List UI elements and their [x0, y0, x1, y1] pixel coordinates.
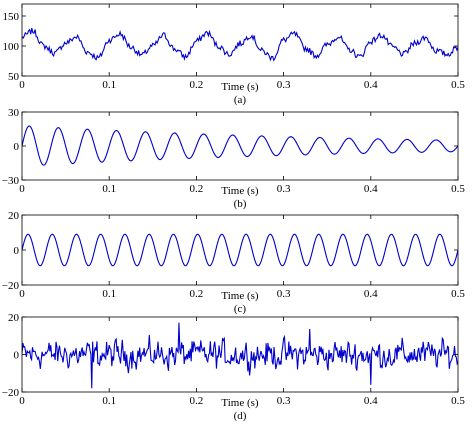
x-axis-label: Time (s) [221, 290, 259, 302]
series-line [22, 233, 458, 267]
x-tick-label: 0.4 [364, 288, 378, 300]
x-tick-label: 0.5 [451, 395, 465, 407]
series-line [22, 28, 458, 62]
panel-caption: (d) [234, 410, 247, 422]
x-tick-label: 0.5 [451, 183, 465, 195]
x-tick-label: 0 [19, 395, 25, 407]
y-tick-label: 30 [8, 107, 20, 119]
x-tick-label: 0.1 [102, 183, 116, 195]
y-tick-label: 150 [3, 11, 20, 23]
panel-caption: (a) [234, 94, 247, 106]
x-tick-label: 0.2 [190, 395, 204, 407]
x-tick-label: 0.3 [277, 183, 291, 195]
x-tick-label: 0.2 [190, 183, 204, 195]
x-tick-label: 0 [19, 288, 25, 300]
y-tick-label: −30 [2, 175, 20, 187]
x-tick-label: 0.2 [190, 79, 204, 91]
x-axis-label: Time (s) [221, 81, 259, 93]
plot-frame [21, 3, 459, 77]
y-tick-label: 0 [14, 245, 20, 257]
chart-panel-a: 0 0.1 0.2 0.3 0.4 0.5 50 100 150 Time (s)(a) [3, 3, 465, 106]
x-tick-label: 0.4 [364, 79, 378, 91]
x-tick-label: 0.4 [364, 183, 378, 195]
x-tick-label: 0.1 [102, 79, 116, 91]
series-line [22, 322, 458, 389]
series-line [22, 125, 458, 166]
y-tick-label: 20 [8, 312, 20, 324]
y-tick-label: 0 [14, 350, 20, 362]
x-tick-label: 0 [19, 183, 25, 195]
panel-caption: (c) [234, 303, 247, 315]
x-tick-label: 0.3 [277, 79, 291, 91]
y-tick-label: −20 [2, 387, 20, 399]
x-tick-label: 0.3 [277, 288, 291, 300]
x-axis-label: Time (s) [221, 397, 259, 409]
x-tick-label: 0.2 [190, 288, 204, 300]
x-tick-label: 0.1 [102, 395, 116, 407]
y-tick-label: 50 [8, 71, 20, 83]
x-tick-label: 0.3 [277, 395, 291, 407]
y-tick-label: −20 [2, 280, 20, 292]
x-tick-label: 0.5 [451, 79, 465, 91]
x-tick-label: 0.5 [451, 288, 465, 300]
y-tick-label: 100 [3, 41, 20, 53]
x-axis-label: Time (s) [221, 185, 259, 197]
y-tick-label: 0 [14, 141, 20, 153]
x-tick-label: 0.4 [364, 395, 378, 407]
x-tick-label: 0.1 [102, 288, 116, 300]
x-tick-label: 0 [19, 79, 25, 91]
panel-caption: (b) [234, 198, 247, 210]
y-tick-label: 20 [8, 210, 20, 222]
